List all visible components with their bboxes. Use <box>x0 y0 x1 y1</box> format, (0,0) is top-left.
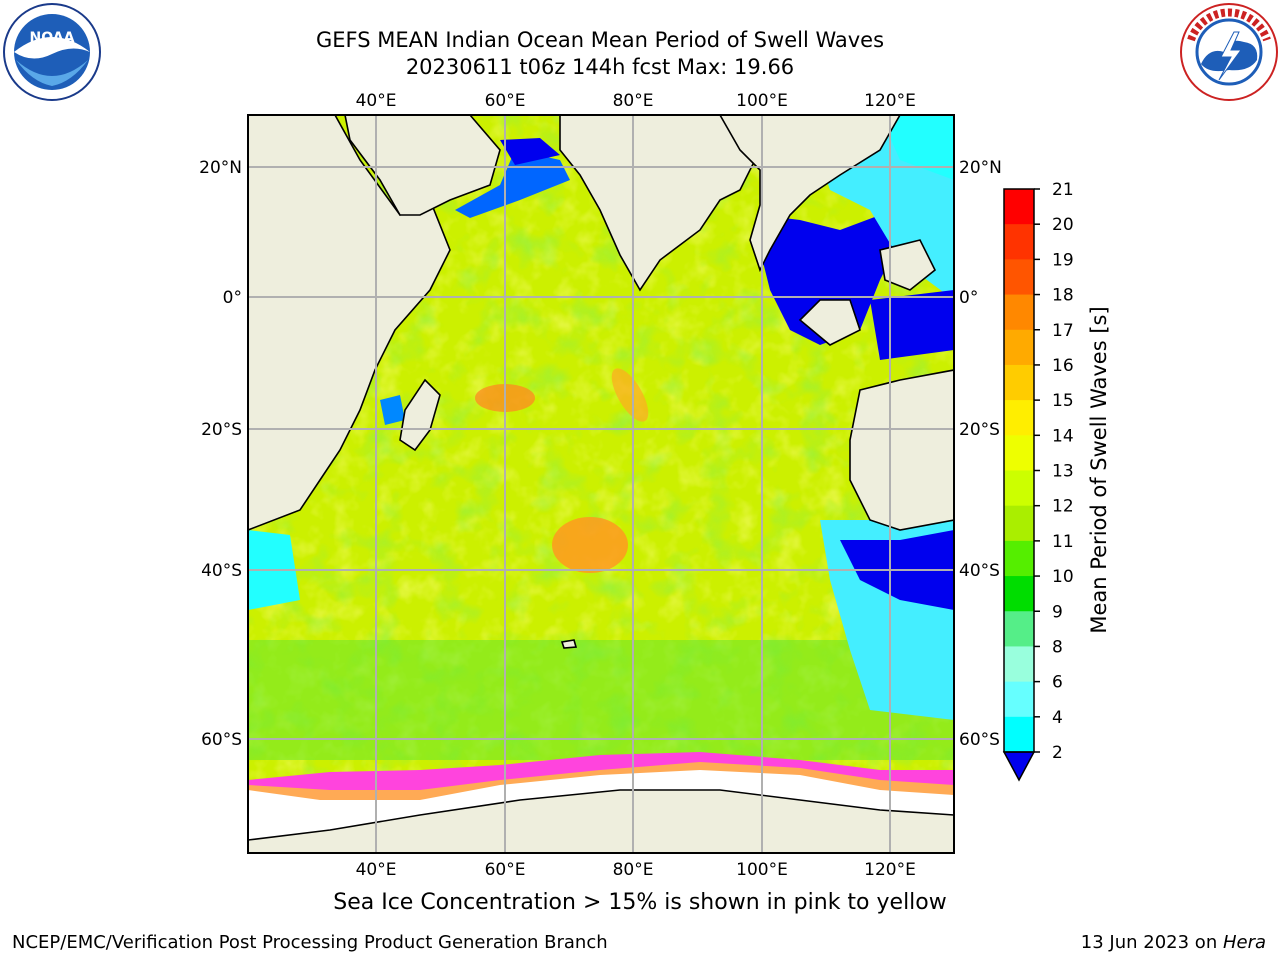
chart-subtitle: 20230611 t06z 144h fcst Max: 19.66 <box>405 55 795 79</box>
colorbar-tick-label: 19 <box>1052 250 1074 270</box>
colorbar-segment <box>1004 540 1034 577</box>
lat-label-right: 40°S <box>959 561 1000 581</box>
noaa-logo-icon: NOAA <box>3 3 101 101</box>
colorbar-segment <box>1004 364 1034 401</box>
lon-label-bottom: 120°E <box>864 860 916 880</box>
colorbar-tick-label: 2 <box>1052 743 1063 763</box>
footer-date: 13 Jun 2023 on Hera <box>1081 932 1266 953</box>
footer-date-text: 13 Jun 2023 on <box>1080 932 1223 953</box>
colorbar-tick-label: 18 <box>1052 286 1074 306</box>
lat-label-left: 20°S <box>201 420 242 440</box>
colorbar-tick-label: 16 <box>1052 356 1074 376</box>
lat-label-right: 20°S <box>959 420 1000 440</box>
colorbar-tick-label: 20 <box>1052 215 1074 235</box>
colorbar-label: Mean Period of Swell Waves [s] <box>1087 306 1111 633</box>
lon-label-top: 80°E <box>613 91 654 111</box>
colorbar-tick-label: 8 <box>1052 637 1063 657</box>
colorbar-segment <box>1004 681 1034 718</box>
map-frame <box>247 114 955 854</box>
lat-label-left: 40°S <box>201 561 242 581</box>
lon-label-top: 100°E <box>736 91 788 111</box>
colorbar-tick-label: 14 <box>1052 426 1074 446</box>
colorbar-tick-label: 6 <box>1052 673 1063 693</box>
lat-label-left: 20°N <box>199 158 242 178</box>
chart-title: GEFS MEAN Indian Ocean Mean Period of Sw… <box>315 28 885 52</box>
colorbar-segment <box>1004 189 1034 225</box>
lat-label-right: 0° <box>959 288 978 308</box>
lat-label-left: 0° <box>223 288 242 308</box>
lon-label-top: 60°E <box>485 91 526 111</box>
lon-label-bottom: 60°E <box>485 860 526 880</box>
colorbar-tick-label: 4 <box>1052 708 1063 728</box>
lon-label-bottom: 80°E <box>613 860 654 880</box>
lon-label-bottom: 100°E <box>736 860 788 880</box>
colorbar-segment <box>1004 716 1034 753</box>
footer-host: Hera <box>1222 932 1266 953</box>
colorbar-segment <box>1004 576 1034 612</box>
graticule <box>248 115 954 853</box>
colorbar-segment <box>1004 435 1034 471</box>
colorbar-tick-label: 21 <box>1052 180 1074 200</box>
lon-label-bottom: 40°E <box>356 860 397 880</box>
colorbar-segment <box>1004 611 1034 647</box>
colorbar-segment <box>1004 329 1034 366</box>
land-masses <box>248 115 954 853</box>
colorbar-tick-label: 12 <box>1052 497 1074 517</box>
lat-label-right: 20°N <box>959 158 1002 178</box>
lon-label-top: 120°E <box>864 91 916 111</box>
colorbar-segment <box>1004 294 1034 331</box>
sea-ice-note: Sea Ice Concentration > 15% is shown in … <box>333 890 947 915</box>
colorbar-tick-label: 17 <box>1052 321 1074 341</box>
lat-label-left: 60°S <box>201 730 242 750</box>
colorbar-ticks: 2 4 6 8 9 10 11 12 13 14 15 16 17 18 19 20 21 <box>1034 180 1074 763</box>
colorbar-extend-arrow <box>1002 751 1036 782</box>
colorbar-segment <box>1004 259 1034 296</box>
nws-logo-icon <box>1180 3 1278 101</box>
colorbar-tick-label: 11 <box>1052 532 1074 552</box>
colorbar <box>1002 188 1036 782</box>
lon-label-top: 40°E <box>356 91 397 111</box>
colorbar-segment <box>1004 400 1034 436</box>
colorbar-tick-label: 13 <box>1052 462 1074 482</box>
colorbar-segment <box>1004 505 1034 542</box>
colorbar-tick-label: 9 <box>1052 602 1063 622</box>
colorbar-segment <box>1004 646 1034 683</box>
lat-label-right: 60°S <box>959 730 1000 750</box>
colorbar-tick-label: 15 <box>1052 391 1074 411</box>
colorbar-segment <box>1004 224 1034 260</box>
svg-text:NOAA: NOAA <box>30 30 75 46</box>
colorbar-tick-label: 10 <box>1052 567 1074 587</box>
colorbar-segment <box>1004 470 1034 507</box>
footer-credit: NCEP/EMC/Verification Post Processing Pr… <box>12 932 608 953</box>
